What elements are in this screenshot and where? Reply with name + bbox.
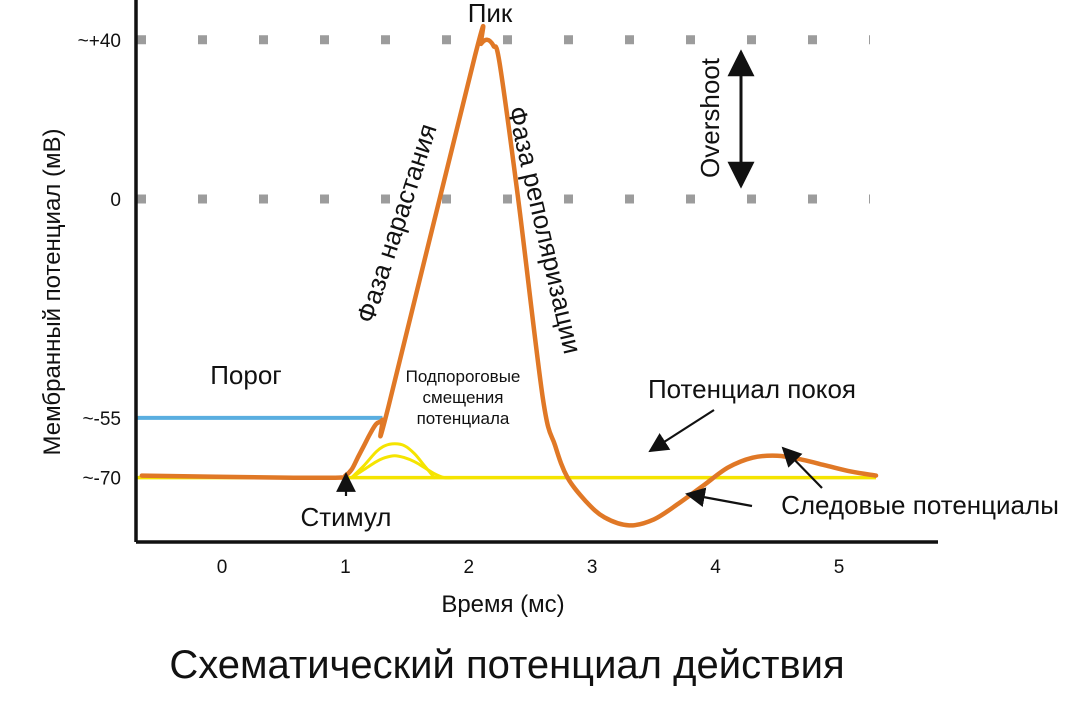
series-lines — [139, 23, 879, 528]
resting-potential-label: Потенциал покоя — [648, 374, 856, 404]
action-potential-line — [139, 23, 879, 528]
subthreshold-line-2 — [350, 454, 456, 480]
overshoot-label: Overshoot — [695, 57, 725, 178]
x-tick-label-0: 0 — [217, 557, 228, 578]
x-tick-label-2: 2 — [464, 557, 475, 578]
resting-potential-arrow — [648, 409, 715, 453]
trace-arrow-left — [685, 487, 753, 508]
trace-arrow-right — [781, 446, 823, 489]
rising-phase-label: Фаза нарастания — [350, 120, 443, 326]
subthreshold-line-1 — [350, 442, 436, 480]
subthreshold-label-line2: смещения — [423, 388, 504, 407]
dotted-reference-lines — [137, 35, 870, 204]
subthreshold-label-line3: потенциала — [417, 409, 510, 428]
y-tick-labels: ~+40 0 ~-55 ~-70 — [78, 31, 121, 490]
y-tick-label-1: 0 — [110, 190, 121, 211]
trace-potentials-label: Следовые потенциалы — [781, 490, 1059, 520]
peak-label: Пик — [468, 0, 513, 28]
x-tick-labels: 0 1 2 3 4 5 — [217, 557, 845, 578]
x-tick-label-5: 5 — [834, 557, 845, 578]
chart-title: Схематический потенциал действия — [169, 643, 844, 687]
repolarization-phase-label: Фаза реполяризации — [502, 103, 588, 356]
stimulus-label: Стимул — [301, 502, 392, 532]
y-tick-label-0: ~+40 — [78, 31, 121, 52]
subthreshold-label-line1: Подпороговые — [406, 367, 521, 386]
y-tick-label-2: ~-55 — [82, 409, 121, 430]
y-axis-label: Мембранный потенциал (мВ) — [39, 129, 66, 456]
x-tick-label-1: 1 — [340, 557, 351, 578]
x-tick-label-4: 4 — [710, 557, 721, 578]
y-tick-label-3: ~-70 — [82, 469, 121, 490]
x-tick-label-3: 3 — [587, 557, 598, 578]
x-axis-label: Время (мс) — [441, 591, 564, 618]
threshold-label: Порог — [210, 360, 282, 390]
